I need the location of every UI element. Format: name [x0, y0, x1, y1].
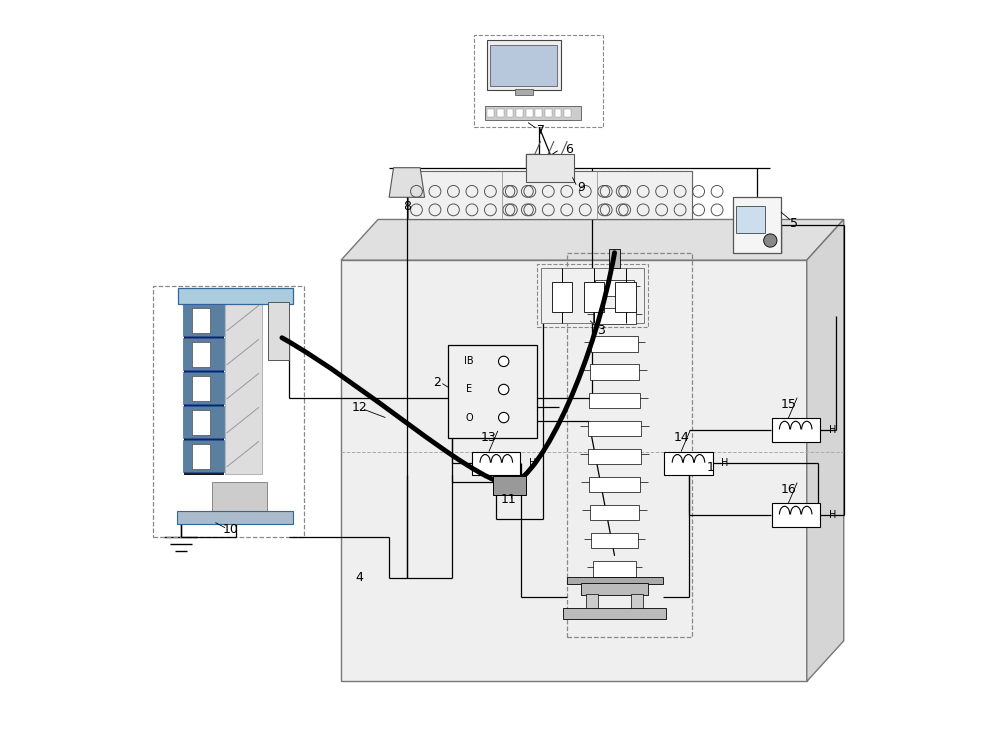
- Text: 16: 16: [780, 483, 796, 496]
- Bar: [555, 109, 561, 117]
- Bar: [609, 249, 620, 268]
- Bar: [615, 282, 636, 312]
- Bar: [772, 503, 820, 527]
- Circle shape: [499, 356, 509, 367]
- Bar: [631, 594, 643, 610]
- Bar: [588, 421, 641, 436]
- Polygon shape: [341, 220, 844, 260]
- Text: 4: 4: [356, 571, 363, 585]
- Bar: [341, 260, 807, 681]
- Bar: [448, 345, 537, 438]
- Bar: [183, 304, 224, 336]
- Bar: [563, 608, 666, 620]
- Bar: [487, 40, 561, 90]
- Bar: [497, 109, 504, 117]
- Polygon shape: [807, 220, 844, 681]
- Bar: [268, 302, 289, 360]
- Bar: [493, 476, 526, 495]
- Bar: [590, 364, 639, 380]
- Bar: [586, 594, 598, 610]
- Bar: [408, 171, 692, 220]
- Circle shape: [499, 413, 509, 423]
- Bar: [541, 268, 644, 323]
- Bar: [225, 304, 262, 474]
- Text: 13: 13: [481, 431, 497, 444]
- Bar: [526, 109, 533, 117]
- Text: H: H: [829, 510, 836, 520]
- Bar: [552, 282, 572, 312]
- Text: 7: 7: [537, 124, 545, 137]
- Bar: [472, 452, 520, 475]
- Text: O: O: [465, 413, 473, 423]
- Bar: [183, 407, 224, 439]
- Text: 1: 1: [707, 461, 715, 473]
- Bar: [526, 154, 574, 183]
- Bar: [590, 505, 639, 520]
- Bar: [733, 197, 781, 253]
- Bar: [567, 253, 692, 637]
- Bar: [490, 45, 557, 86]
- Bar: [516, 109, 523, 117]
- Text: 6: 6: [565, 142, 573, 156]
- Text: 11: 11: [501, 493, 517, 506]
- Bar: [183, 372, 224, 404]
- Text: 9: 9: [577, 181, 585, 194]
- Text: 10: 10: [222, 523, 238, 536]
- Text: 2: 2: [433, 375, 441, 389]
- Text: 5: 5: [790, 217, 798, 230]
- Bar: [593, 561, 636, 577]
- Bar: [535, 109, 542, 117]
- Text: IB: IB: [464, 356, 474, 367]
- Polygon shape: [389, 168, 425, 197]
- Text: 15: 15: [780, 398, 796, 411]
- Bar: [515, 89, 533, 95]
- Bar: [537, 264, 648, 326]
- Bar: [589, 393, 640, 408]
- Bar: [183, 441, 224, 472]
- Bar: [212, 482, 267, 515]
- Text: E: E: [466, 384, 472, 395]
- Text: 8: 8: [403, 200, 411, 214]
- Bar: [591, 533, 638, 548]
- Circle shape: [764, 234, 777, 247]
- Bar: [545, 109, 552, 117]
- Text: H: H: [829, 425, 836, 435]
- Bar: [589, 477, 640, 492]
- Bar: [564, 109, 571, 117]
- Bar: [408, 171, 692, 220]
- Bar: [183, 338, 224, 370]
- Bar: [507, 109, 513, 117]
- Bar: [184, 304, 223, 474]
- Bar: [192, 342, 210, 367]
- Bar: [192, 308, 210, 333]
- Bar: [736, 206, 765, 233]
- Text: 14: 14: [673, 431, 689, 444]
- Bar: [584, 282, 604, 312]
- Bar: [192, 444, 210, 470]
- Bar: [474, 35, 603, 127]
- Bar: [487, 109, 494, 117]
- Bar: [581, 583, 648, 595]
- Text: 3: 3: [597, 324, 605, 337]
- Bar: [772, 418, 820, 442]
- Text: 12: 12: [352, 401, 367, 415]
- Bar: [664, 452, 713, 475]
- Bar: [192, 410, 210, 436]
- Bar: [588, 449, 641, 464]
- Bar: [567, 577, 663, 584]
- Bar: [595, 280, 634, 295]
- Bar: [485, 106, 581, 119]
- Bar: [591, 336, 638, 352]
- Bar: [177, 510, 293, 524]
- Text: H: H: [721, 459, 729, 468]
- Bar: [192, 376, 210, 401]
- Bar: [593, 308, 636, 324]
- Text: H: H: [529, 459, 537, 468]
- Bar: [153, 286, 304, 537]
- Circle shape: [499, 384, 509, 395]
- Bar: [178, 288, 293, 304]
